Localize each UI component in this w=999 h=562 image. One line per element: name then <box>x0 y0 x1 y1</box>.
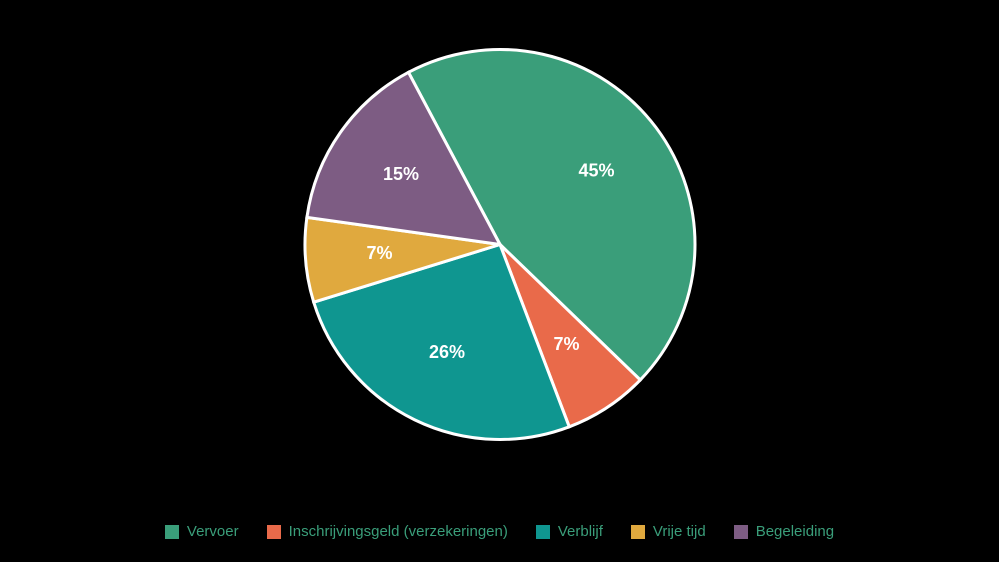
legend-swatch <box>536 525 550 539</box>
pie-label-vrijetijd: 7% <box>366 243 392 263</box>
pie-label-vervoer: 45% <box>578 161 614 181</box>
legend-item: Begeleiding <box>734 523 834 540</box>
pie-label-verblijf: 26% <box>428 342 464 362</box>
legend-item: Vervoer <box>165 523 239 540</box>
pie-chart: 45% 7% 26% 7% 15% <box>290 35 710 460</box>
legend-swatch <box>267 525 281 539</box>
chart-container: 45% 7% 26% 7% 15% Vervoer Inschrijvingsgeld (… <box>0 0 999 562</box>
legend-label: Vrije tijd <box>653 523 706 540</box>
pie-label-begeleiding: 15% <box>382 164 418 184</box>
legend-swatch <box>165 525 179 539</box>
legend-label: Begeleiding <box>756 523 834 540</box>
legend-swatch <box>734 525 748 539</box>
legend: Vervoer Inschrijvingsgeld (verzekeringen)… <box>0 523 999 540</box>
legend-label: Inschrijvingsgeld (verzekeringen) <box>289 523 508 540</box>
legend-item: Vrije tijd <box>631 523 706 540</box>
legend-label: Vervoer <box>187 523 239 540</box>
legend-item: Verblijf <box>536 523 603 540</box>
legend-swatch <box>631 525 645 539</box>
pie-svg: 45% 7% 26% 7% 15% <box>290 35 710 455</box>
legend-label: Verblijf <box>558 523 603 540</box>
pie-label-inschrijving: 7% <box>553 334 579 354</box>
legend-item: Inschrijvingsgeld (verzekeringen) <box>267 523 508 540</box>
